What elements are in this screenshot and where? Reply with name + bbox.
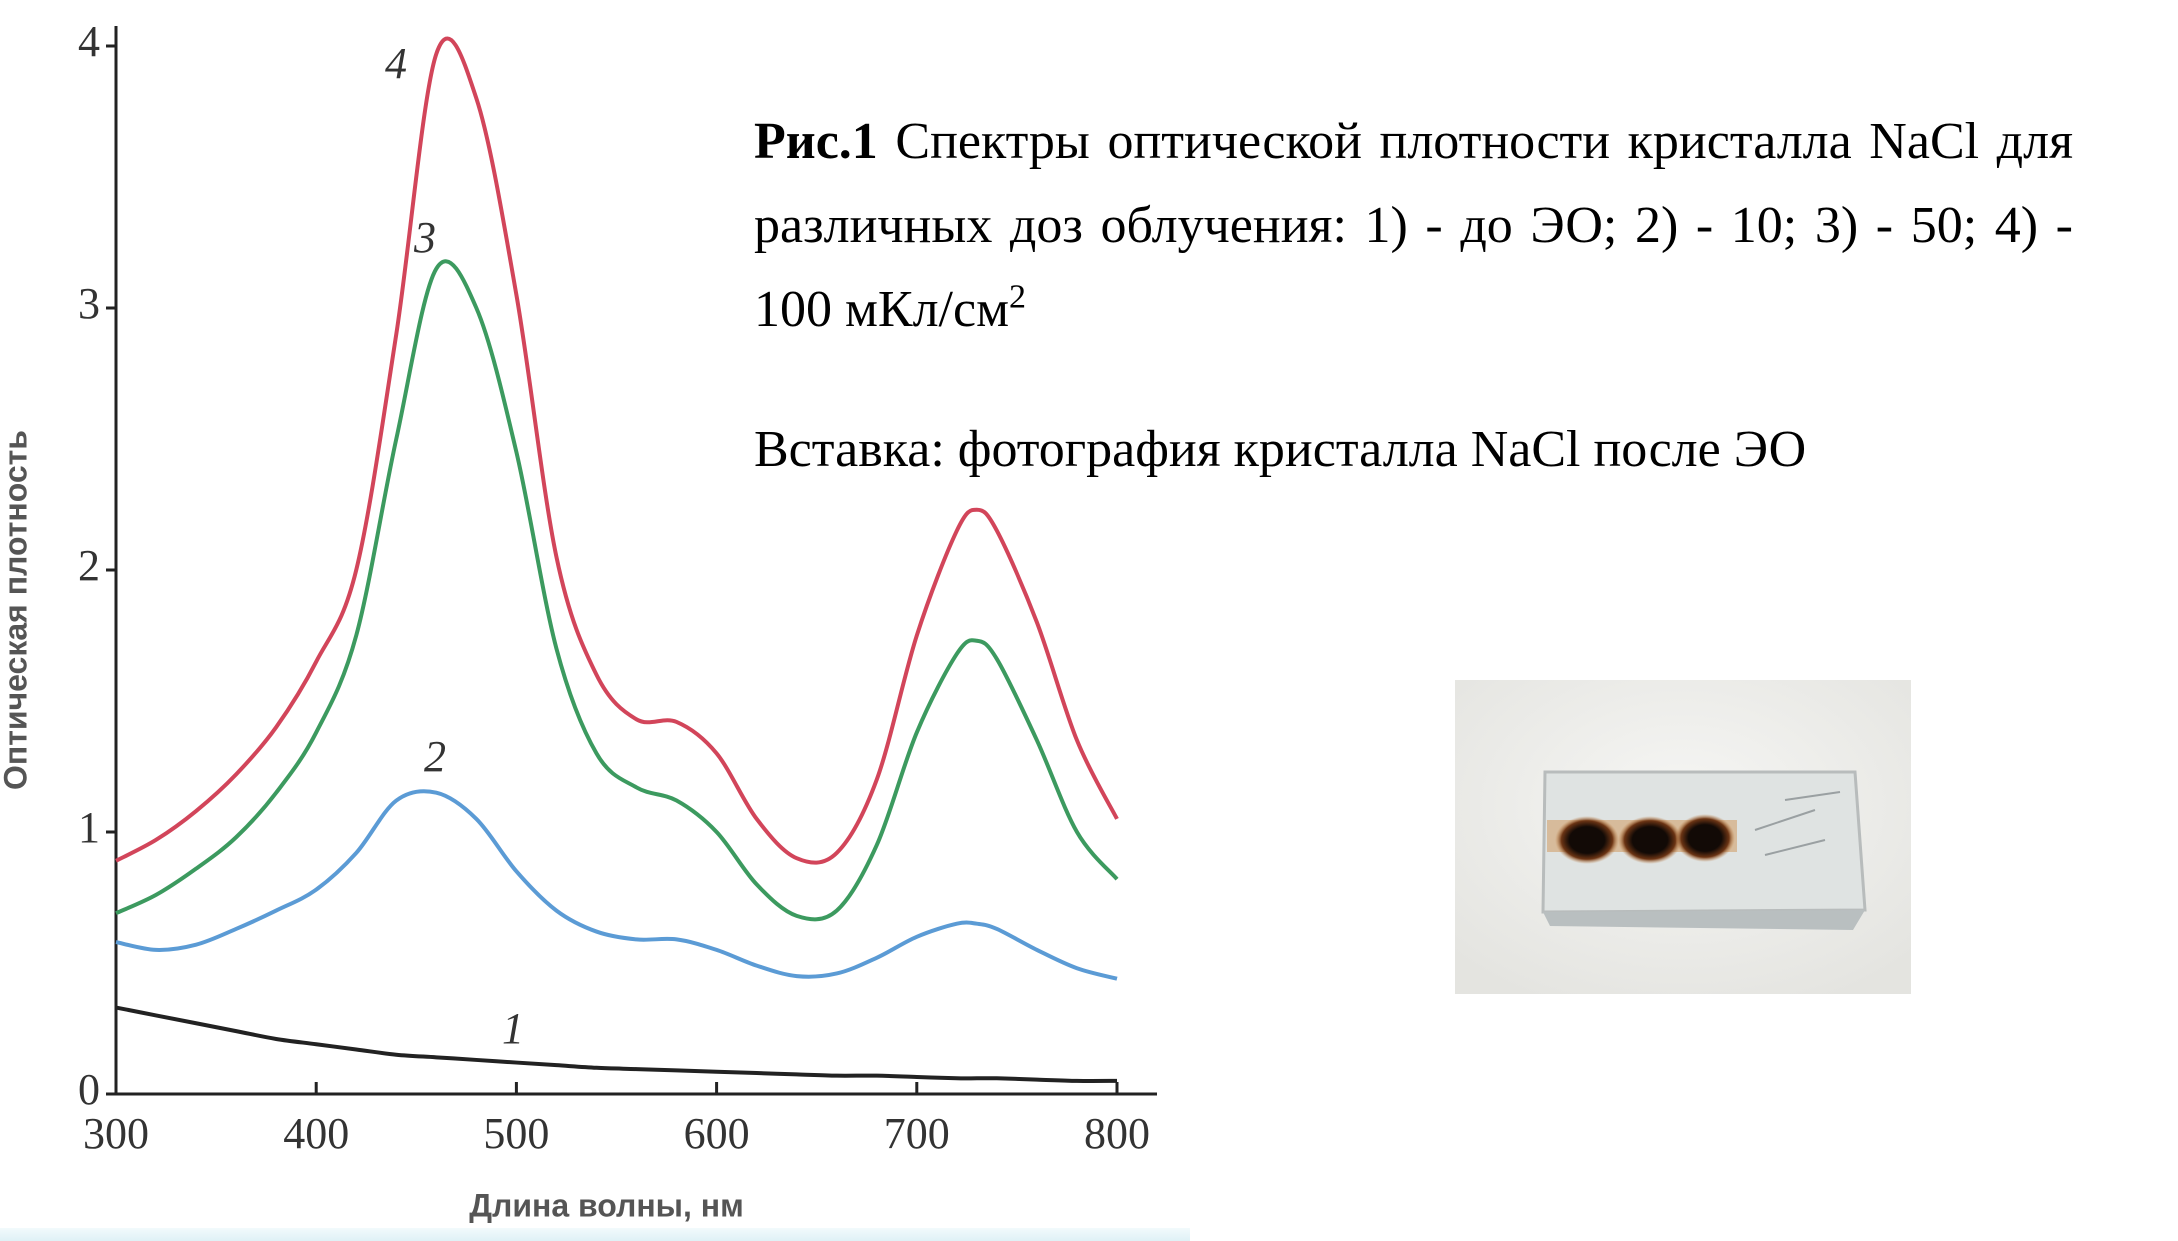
y-tick-label: 1 [78, 803, 100, 852]
x-axis-title: Длина волны, нм [469, 1187, 744, 1223]
caption-text: Спектры оптической плотности кристалла N… [754, 113, 2073, 338]
line [116, 1008, 1117, 1081]
inset-caption: Вставка: фотография кристалла NaCl после… [754, 408, 2134, 492]
x-tick-label: 800 [1084, 1109, 1150, 1158]
y-tick-label: 3 [78, 279, 100, 328]
x-tick-label: 600 [684, 1109, 750, 1158]
y-tick-label: 0 [78, 1065, 100, 1114]
burn-spot [1555, 816, 1619, 864]
y-tick-label: 2 [78, 541, 100, 590]
figure-caption: Рис.1 Спектры оптической плотности крист… [754, 100, 2073, 352]
x-tick-label: 500 [483, 1109, 549, 1158]
burn-spot [1675, 814, 1735, 862]
line [116, 261, 1117, 919]
caption-superscript: 2 [1009, 279, 1026, 316]
curve-label: 3 [413, 213, 436, 262]
caption-label: Рис.1 [754, 113, 878, 170]
curve-label: 4 [385, 39, 407, 88]
curve-label: 1 [502, 1004, 524, 1053]
y-tick-label: 4 [78, 17, 100, 66]
curve-label: 2 [424, 732, 446, 781]
line [116, 791, 1117, 979]
x-tick-label: 300 [83, 1109, 149, 1158]
x-tick-label: 400 [283, 1109, 349, 1158]
x-tick-label: 700 [884, 1109, 950, 1158]
bottom-strip [0, 1228, 1190, 1241]
page: {"chart_data": {"type": "line", "xlabel"… [0, 0, 2178, 1241]
inset-photo [1455, 680, 1911, 994]
y-axis-title: Оптическая плотность [0, 430, 33, 790]
burn-spot [1618, 816, 1682, 864]
